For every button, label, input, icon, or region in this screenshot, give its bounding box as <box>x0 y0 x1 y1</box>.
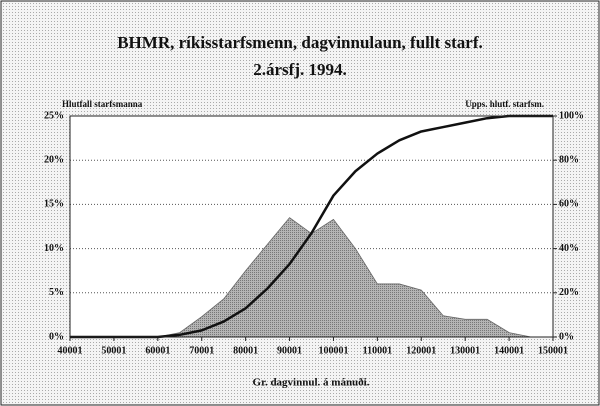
x-tick-label: 50001 <box>101 345 126 356</box>
x-tick-label: 60001 <box>145 345 170 356</box>
y-tick-label: 5% <box>49 287 64 298</box>
chart-title: BHMR, ríkisstarfsmenn, dagvinnulaun, ful… <box>117 33 483 52</box>
chart-subtitle: 2.ársfj. 1994. <box>253 60 346 79</box>
y-tick-label: 15% <box>44 199 64 210</box>
x-tick-label: 100001 <box>318 345 348 356</box>
x-tick-label: 140001 <box>494 345 524 356</box>
y-tick-label: 20% <box>44 154 64 165</box>
x-tick-label: 120001 <box>406 345 436 356</box>
y-axis-label: Hlutfall starfsmanna <box>62 99 143 109</box>
x-axis-label: Gr. dagvinnul. á mánuði. <box>253 377 370 389</box>
x-tick-label: 40001 <box>58 345 83 356</box>
x-tick-label: 150001 <box>538 345 568 356</box>
y2-tick-label: 20% <box>559 287 579 298</box>
y-tick-label: 10% <box>44 243 64 254</box>
y2-tick-label: 100% <box>559 110 584 121</box>
y2-tick-label: 80% <box>559 154 579 165</box>
y2-tick-label: 60% <box>559 199 579 210</box>
y-tick-label: 25% <box>44 110 64 121</box>
x-tick-label: 110001 <box>363 345 392 356</box>
plot-border <box>69 115 554 338</box>
x-tick-label: 130001 <box>450 345 480 356</box>
y2-tick-label: 40% <box>559 243 579 254</box>
y2-tick-label: 0% <box>559 331 574 342</box>
y2-axis-label: Upps. hlutf. starfsm. <box>465 99 544 109</box>
x-tick-label: 90001 <box>277 345 302 356</box>
x-tick-label: 80001 <box>233 345 258 356</box>
y-tick-label: 0% <box>49 331 64 342</box>
x-tick-label: 70001 <box>189 345 214 356</box>
